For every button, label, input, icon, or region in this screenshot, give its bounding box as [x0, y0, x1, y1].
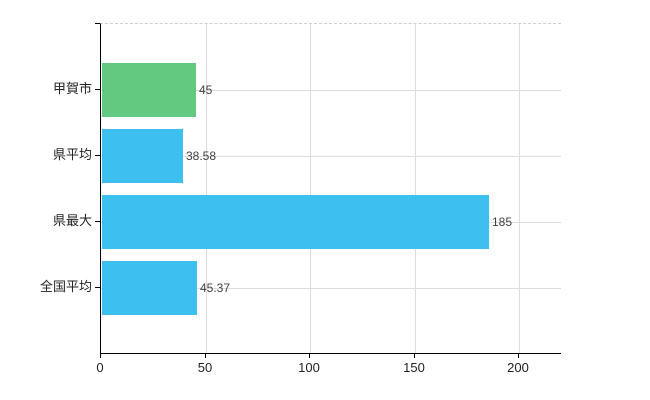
bar-甲賀市	[102, 63, 196, 117]
x-axis-tick	[414, 354, 415, 358]
y-category-label: 甲賀市	[52, 81, 92, 96]
x-axis-tick	[309, 354, 310, 358]
vertical-gridline	[415, 24, 416, 354]
plot-area: 45 38.58 185 45.37	[100, 23, 561, 354]
vertical-gridline	[206, 24, 207, 354]
y-axis-tick	[95, 89, 100, 90]
vertical-gridline	[519, 24, 520, 354]
y-category-label: 全国平均	[39, 279, 92, 294]
horizontal-gridline	[101, 90, 561, 91]
x-axis-line	[100, 353, 561, 354]
x-tick-label: 200	[507, 360, 529, 375]
x-tick-label: 0	[96, 360, 104, 375]
y-axis-tick	[95, 155, 100, 156]
bar-value-label: 45	[199, 83, 213, 97]
y-axis-tick	[95, 221, 100, 222]
y-category-label: 県最大	[52, 213, 92, 228]
x-axis-tick	[518, 354, 519, 358]
y-axis-tick	[95, 287, 100, 288]
horizontal-gridline	[101, 288, 561, 289]
x-tick-label: 50	[197, 360, 213, 375]
y-axis-top-tick	[95, 23, 100, 24]
bar-value-label: 185	[492, 215, 513, 229]
x-tick-label: 150	[403, 360, 425, 375]
bar-県平均	[102, 129, 183, 183]
bar-県最大	[102, 195, 489, 249]
bar-全国平均	[102, 261, 197, 315]
vertical-gridline	[310, 24, 311, 354]
bar-value-label: 38.58	[186, 149, 217, 163]
x-axis-tick	[205, 354, 206, 358]
y-category-label: 県平均	[52, 147, 92, 162]
horizontal-gridline	[101, 156, 561, 157]
x-tick-label: 100	[298, 360, 320, 375]
x-axis-zero-tick	[100, 354, 101, 358]
bar-value-label: 45.37	[200, 281, 231, 295]
